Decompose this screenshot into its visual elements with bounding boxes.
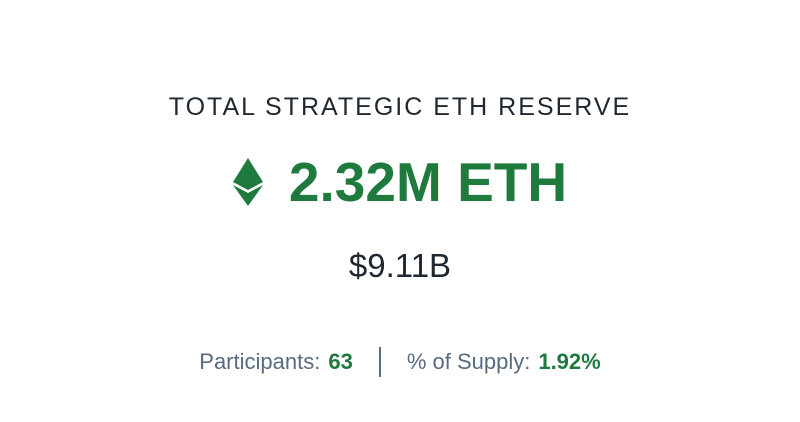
supply-label: % of Supply: xyxy=(406,349,531,374)
reserve-eth-amount: 2.32M ETH xyxy=(288,151,568,213)
ethereum-icon xyxy=(232,158,263,206)
reserve-heading: TOTAL STRATEGIC ETH RESERVE xyxy=(168,93,632,121)
supply-value: 1.92% xyxy=(538,349,601,374)
reserve-stats: Participants: 63 % of Supply: 1.92% xyxy=(0,347,800,377)
participants-stat: Participants: 63 xyxy=(199,349,353,375)
participants-value: 63 xyxy=(328,349,353,374)
supply-stat: % of Supply: 1.92% xyxy=(407,349,601,375)
stats-divider xyxy=(378,347,381,377)
participants-label: Participants: xyxy=(199,349,321,374)
reserve-amount-row: 2.32M ETH xyxy=(0,150,800,214)
reserve-usd-value: $9.11B xyxy=(348,247,452,284)
